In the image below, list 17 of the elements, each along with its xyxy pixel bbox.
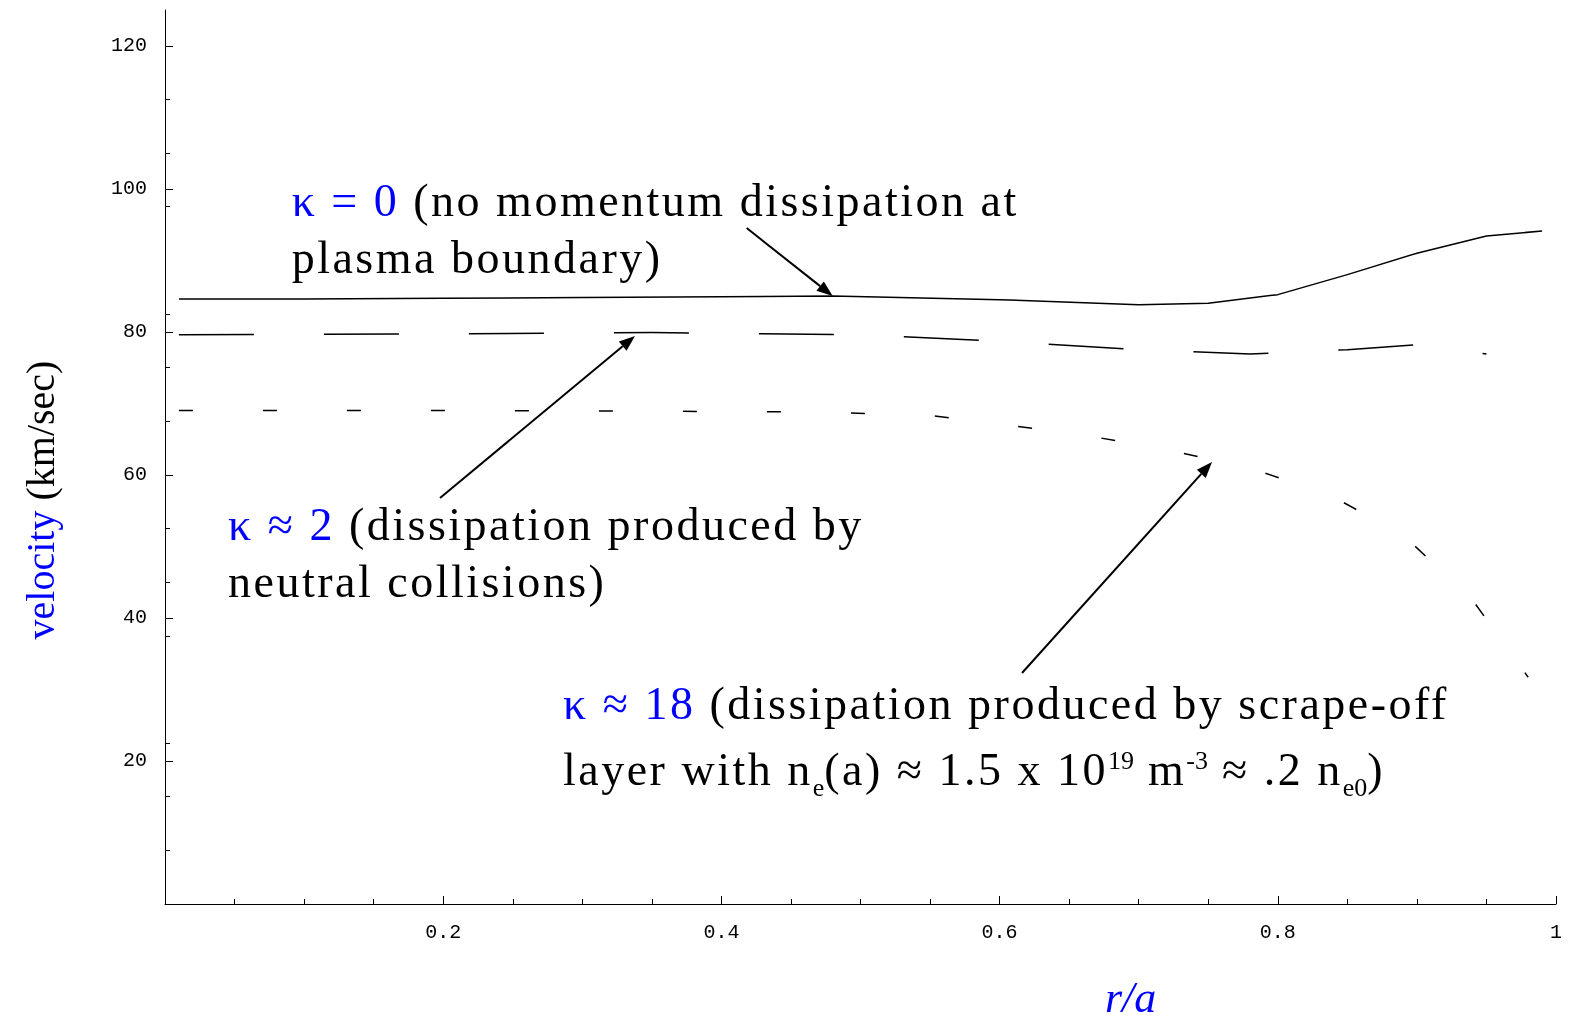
y-tick-label: 120: [110, 34, 147, 58]
y-axis-title: velocity (km/sec): [17, 360, 63, 640]
y-tick-label: 100: [110, 177, 147, 201]
y-tick-label: 60: [122, 463, 147, 487]
annotation: κ = 0 (no momentum dissipation at plasma boundary): [291, 174, 1020, 286]
x-tick-label: 1: [1549, 920, 1563, 944]
x-tick-label: 0.2: [425, 920, 462, 944]
text: κ ≈ 18 (dissipation produced by scrape-off layer with n$_{e}$(a) ≈ 1.5 x 10$^{19}$ m$^{-3}$ ≈ .2 n$_{e0}$): [563, 678, 1449, 802]
x-tick-label: 0.8: [1259, 920, 1296, 944]
line-series: [178, 230, 1543, 306]
y-tick-label: 20: [122, 749, 147, 773]
x-tick-label: 0.6: [981, 920, 1018, 944]
annotation: κ ≈ 2 (dissipation produced by neutral collisions): [228, 498, 865, 609]
y-tick-label: 80: [122, 320, 147, 344]
x-tick-label: 0.4: [703, 920, 740, 944]
y-tick-label: 40: [122, 606, 147, 630]
x-axis-title: r/a: [1105, 972, 1157, 1022]
